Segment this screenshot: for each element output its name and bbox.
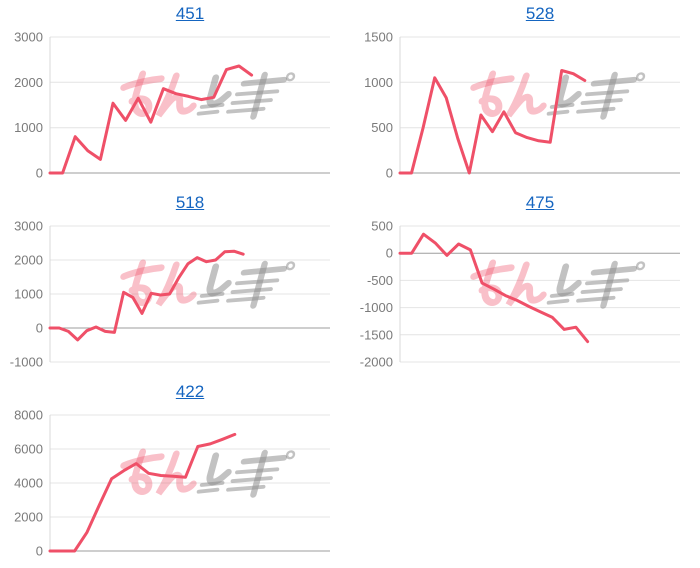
slump-graph: 3000 2000 1000 0 [14, 30, 330, 181]
y-tick-label: 3000 [14, 219, 43, 234]
y-tick-label: 2000 [14, 75, 43, 90]
chart-title-row: 422 [50, 381, 330, 405]
slump-graph-cell: 518 3000 2000 1000 0 -1000 [0, 189, 350, 378]
y-tick-label: 2000 [14, 253, 43, 268]
y-tick-label: 0 [386, 246, 393, 261]
slump-graph: 500 0 -500 -1000 -1500 -2000 [360, 219, 680, 370]
machine-number-link[interactable]: 422 [175, 382, 205, 401]
series-line [48, 64, 254, 175]
slump-graph: 1500 1000 500 0 [364, 30, 680, 181]
chart-title-row: 475 [400, 192, 680, 216]
slump-graph-cell: 451 3000 2000 1000 0 [0, 0, 350, 189]
minrepo-watermark [120, 259, 296, 309]
chart-title-row: 451 [50, 3, 330, 27]
minrepo-watermark [120, 448, 296, 498]
series-line [398, 69, 587, 175]
y-tick-label: 0 [36, 321, 43, 336]
machine-number-link[interactable]: 475 [525, 193, 555, 212]
y-tick-label: 1500 [364, 30, 393, 45]
series-line [48, 249, 245, 342]
y-tick-label: -1000 [10, 355, 43, 370]
slump-graph-cell: 475 500 0 -500 -1000 -1500 -2000 [350, 189, 700, 378]
chart-title-row: 528 [400, 3, 680, 27]
y-tick-label: -500 [367, 273, 393, 288]
minrepo-watermark [470, 70, 646, 120]
machine-number-link[interactable]: 528 [525, 4, 555, 23]
y-tick-label: 3000 [14, 30, 43, 45]
slump-graph: 3000 2000 1000 0 -1000 [10, 219, 330, 370]
y-tick-label: 0 [36, 166, 43, 181]
y-tick-label: -2000 [360, 355, 393, 370]
minrepo-watermark [120, 70, 296, 120]
slump-graph-cell: 528 1500 1000 500 0 [350, 0, 700, 189]
machine-number-link[interactable]: 518 [175, 193, 205, 212]
slump-graph-cell: 422 8000 6000 4000 2000 0 [0, 378, 350, 567]
slump-graph: 8000 6000 4000 2000 0 [14, 408, 330, 559]
y-tick-label: 4000 [14, 476, 43, 491]
y-tick-label: 2000 [14, 510, 43, 525]
y-tick-label: 1000 [364, 75, 393, 90]
minrepo-watermark [470, 259, 646, 309]
machine-number-link[interactable]: 451 [175, 4, 205, 23]
y-tick-label: 500 [371, 120, 393, 135]
y-tick-label: 6000 [14, 442, 43, 457]
y-tick-label: 8000 [14, 408, 43, 423]
chart-title-row: 518 [50, 192, 330, 216]
series-line [398, 232, 590, 344]
series-line [48, 432, 237, 553]
y-tick-label: -1500 [360, 327, 393, 342]
y-tick-label: 1000 [14, 120, 43, 135]
y-tick-label: 0 [386, 166, 393, 181]
y-tick-label: 0 [36, 544, 43, 559]
y-tick-label: -1000 [360, 300, 393, 315]
y-tick-label: 1000 [14, 287, 43, 302]
y-tick-label: 500 [371, 219, 393, 234]
